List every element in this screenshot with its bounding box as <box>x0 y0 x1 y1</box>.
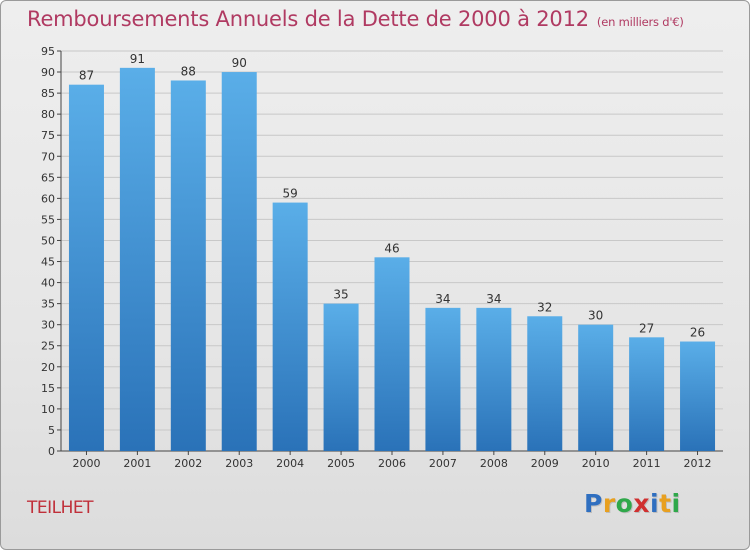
x-tick-label: 2012 <box>684 457 712 470</box>
proxiti-logo: Proxiti <box>584 489 681 518</box>
x-tick-label: 2006 <box>378 457 406 470</box>
data-label: 27 <box>639 321 654 335</box>
data-label: 32 <box>537 300 552 314</box>
bar-2006 <box>374 257 410 451</box>
y-tick-label: 15 <box>41 382 55 395</box>
y-tick-label: 95 <box>41 45 55 58</box>
bar-2011 <box>629 337 665 451</box>
bar-2007 <box>425 307 461 451</box>
data-label: 87 <box>79 69 94 83</box>
x-tick-label: 2009 <box>531 457 559 470</box>
logo-letter: o <box>615 489 634 518</box>
data-label: 26 <box>690 326 705 340</box>
bar-2012 <box>680 341 716 451</box>
data-label: 91 <box>130 52 145 66</box>
bar-2005 <box>323 303 359 451</box>
y-tick-label: 35 <box>41 298 55 311</box>
data-label: 34 <box>435 292 450 306</box>
x-tick-label: 2010 <box>582 457 610 470</box>
x-tick-label: 2011 <box>633 457 661 470</box>
data-label: 88 <box>181 64 196 78</box>
y-tick-label: 25 <box>41 340 55 353</box>
x-tick-label: 2000 <box>72 457 100 470</box>
y-tick-label: 30 <box>41 319 55 332</box>
logo-letter: i <box>650 489 660 518</box>
bar-2000 <box>68 84 104 452</box>
y-tick-label: 5 <box>48 424 55 437</box>
data-label: 46 <box>384 241 399 255</box>
logo-letter: i <box>671 489 681 518</box>
y-tick-label: 80 <box>41 108 55 121</box>
y-tick-label: 40 <box>41 277 55 290</box>
data-label: 30 <box>588 309 603 323</box>
logo-letter: x <box>633 489 650 518</box>
data-label: 35 <box>333 288 348 302</box>
x-tick-label: 2001 <box>123 457 151 470</box>
data-label: 34 <box>486 292 501 306</box>
x-tick-label: 2002 <box>174 457 202 470</box>
y-tick-label: 75 <box>41 129 55 142</box>
y-tick-label: 60 <box>41 192 55 205</box>
title-text: Remboursements Annuels de la Dette de 20… <box>27 7 589 31</box>
chart-subtitle: (en milliers d'€) <box>596 15 684 29</box>
logo-letter: t <box>659 489 672 518</box>
y-tick-label: 55 <box>41 213 55 226</box>
y-tick-label: 45 <box>41 256 55 269</box>
x-tick-label: 2004 <box>276 457 304 470</box>
y-tick-label: 50 <box>41 234 55 247</box>
y-tick-label: 0 <box>48 445 55 458</box>
x-tick-label: 2008 <box>480 457 508 470</box>
logo-letter: r <box>602 489 616 518</box>
x-tick-label: 2003 <box>225 457 253 470</box>
bar-2001 <box>119 67 155 451</box>
bar-2008 <box>476 307 512 451</box>
data-label: 59 <box>283 187 298 201</box>
bar-2010 <box>578 324 614 451</box>
bar-2009 <box>527 316 563 451</box>
commune-name: TEILHET <box>27 498 94 518</box>
y-tick-label: 65 <box>41 171 55 184</box>
y-tick-label: 90 <box>41 66 55 79</box>
bar-2004 <box>272 202 308 451</box>
bar-2003 <box>221 72 257 451</box>
logo-letter: P <box>584 489 603 518</box>
y-tick-label: 20 <box>41 361 55 374</box>
data-label: 90 <box>232 56 247 70</box>
y-tick-label: 10 <box>41 403 55 416</box>
y-tick-label: 85 <box>41 87 55 100</box>
bar-2002 <box>170 80 206 451</box>
x-tick-label: 2007 <box>429 457 457 470</box>
x-tick-label: 2005 <box>327 457 355 470</box>
y-tick-label: 70 <box>41 150 55 163</box>
chart-title: Remboursements Annuels de la Dette de 20… <box>27 7 684 31</box>
